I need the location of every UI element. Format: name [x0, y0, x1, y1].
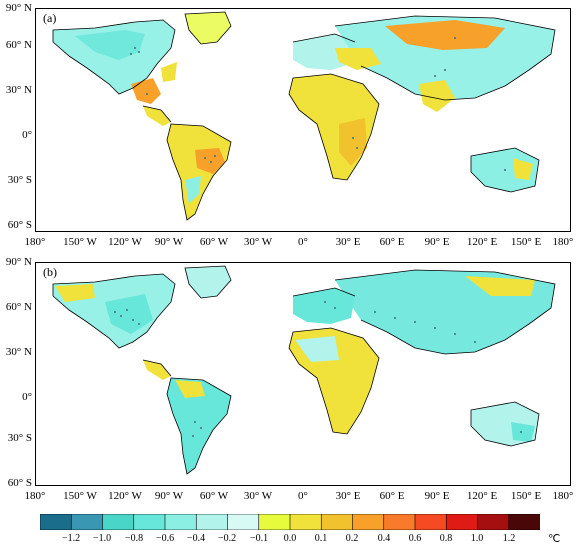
lon-label: 60° W: [199, 236, 229, 248]
lon-label: 180°: [552, 490, 574, 502]
lat-label: 30° S: [7, 174, 32, 186]
colorbar-label: 1.0: [470, 533, 484, 544]
lon-label: 0°: [298, 236, 308, 248]
panel-label-a: (a): [43, 11, 57, 25]
lat-label: 30° N: [5, 346, 32, 358]
lat-label: 0°: [22, 129, 32, 141]
lon-label: 120° E: [466, 490, 498, 502]
stipple-a: [130, 37, 506, 171]
colorbar-label: −0.4: [186, 533, 206, 544]
lon-label: 90° E: [424, 236, 450, 248]
lon-label: 120° W: [108, 490, 142, 502]
colorbar-label: 0.8: [439, 533, 453, 544]
stipple-b: [114, 301, 522, 437]
lon-label: 90° W: [154, 490, 184, 502]
colorbar-swatch: [289, 514, 322, 530]
lon-label: 90° W: [154, 236, 184, 248]
lon-label: 180°: [24, 236, 46, 248]
colorbar-swatch: [352, 514, 385, 530]
colorbar-swatch: [164, 514, 197, 530]
field-a: [53, 12, 555, 220]
lat-label: 60° N: [5, 301, 32, 313]
colorbar-swatch: [258, 514, 291, 530]
lat-label: 30° N: [5, 84, 32, 96]
lon-label: 120° E: [466, 236, 498, 248]
lon-label: 30° W: [243, 490, 273, 502]
colorbar-label: 0.2: [345, 533, 359, 544]
lat-label: 90° N: [5, 2, 32, 14]
colorbar-swatch: [383, 514, 416, 530]
lon-label: 30° W: [243, 236, 273, 248]
lat-label: 60° N: [5, 39, 32, 51]
lon-label: 30° E: [335, 236, 361, 248]
colorbar-swatch: [195, 514, 229, 530]
coastlines-a: [52, 11, 556, 221]
colorbar-swatch: [508, 514, 540, 530]
lon-label: 60° E: [379, 490, 405, 502]
colorbar-label: 0.6: [408, 533, 422, 544]
colorbar-label: 0.0: [283, 533, 297, 544]
colorbar-label: −0.6: [155, 533, 175, 544]
coastlines-b: [52, 265, 556, 475]
lat-label: 90° N: [5, 256, 32, 268]
colorbar-label: −0.8: [124, 533, 144, 544]
colorbar-label: −0.1: [249, 533, 269, 544]
lon-label: 180°: [24, 490, 46, 502]
lon-label: 150° E: [510, 490, 542, 502]
lon-label: 0°: [298, 490, 308, 502]
colorbar-label: 1.2: [502, 533, 516, 544]
map-panel-a: (a): [35, 8, 571, 232]
colorbar-unit: ℃: [548, 533, 561, 545]
colorbar-swatch: [227, 514, 260, 530]
colorbar: [40, 514, 540, 530]
field-b: [53, 266, 555, 474]
map-a-svg: [52, 11, 556, 221]
colorbar-swatch: [477, 514, 510, 530]
lon-label: 30° E: [335, 490, 361, 502]
lon-label: 180°: [552, 236, 574, 248]
colorbar-label: −1.2: [61, 533, 81, 544]
panel-label-b: (b): [43, 265, 57, 279]
lat-label: 0°: [22, 391, 32, 403]
lon-label: 120° W: [108, 236, 142, 248]
lon-label: 150° E: [510, 236, 542, 248]
map-panel-b: (b): [35, 262, 571, 486]
colorbar-swatch: [40, 514, 72, 530]
lon-label: 60° W: [199, 490, 229, 502]
lon-label: 60° E: [379, 236, 405, 248]
colorbar-label: −0.2: [217, 533, 237, 544]
lon-label: 150° W: [63, 490, 97, 502]
colorbar-swatch: [102, 514, 135, 530]
lat-label: 60° S: [7, 477, 32, 489]
colorbar-swatch: [445, 514, 479, 530]
lat-label: 60° S: [7, 219, 32, 231]
colorbar-label: 0.4: [377, 533, 391, 544]
map-b-svg: [52, 265, 556, 475]
colorbar-label: −1.0: [92, 533, 112, 544]
lon-label: 150° W: [63, 236, 97, 248]
colorbar-swatch: [70, 514, 104, 530]
colorbar-swatch: [133, 514, 166, 530]
colorbar-swatch: [414, 514, 447, 530]
colorbar-label: 0.1: [314, 533, 328, 544]
colorbar-svg: [40, 514, 540, 530]
lon-label: 90° E: [424, 490, 450, 502]
lat-label: 30° S: [7, 432, 32, 444]
colorbar-swatch: [320, 514, 354, 530]
